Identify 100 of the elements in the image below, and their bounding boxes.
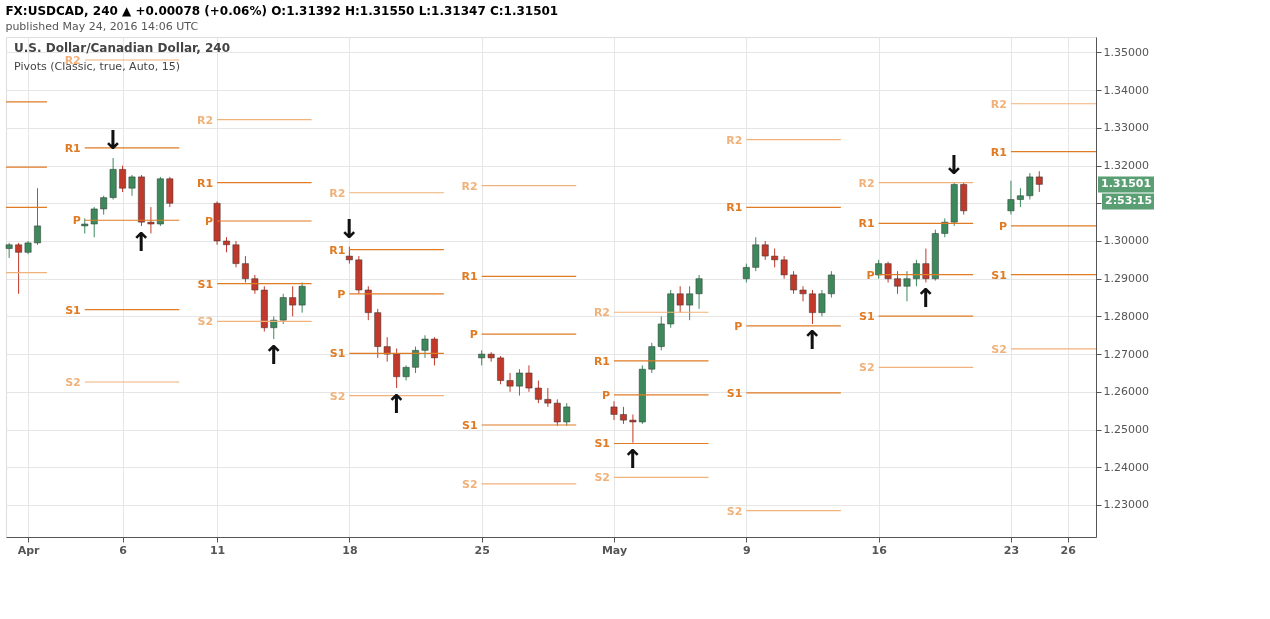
text: 2:53:15 — [1105, 194, 1153, 208]
candlestick — [298, 281, 306, 314]
candlestick — [818, 289, 826, 317]
chart-title: FX:USDCAD, 240 ▲ +0.00078 (+0.06%) O:1.31392 H:1.31550 L:1.31347 C:1.31501 — [5, 4, 559, 18]
candlestick — [922, 248, 930, 283]
series-label: S2 — [594, 471, 611, 485]
candlestick — [894, 270, 901, 295]
series-label: R2 — [858, 176, 875, 190]
annotation: ↓ — [338, 213, 361, 244]
text: 1.31501 — [1101, 177, 1152, 191]
candlestick — [799, 285, 807, 302]
candlestick — [147, 206, 155, 234]
series-label: S1 — [329, 347, 346, 361]
candlestick — [827, 270, 835, 299]
annotation: ↑ — [130, 226, 153, 257]
series-label: R1 — [329, 243, 346, 257]
series-label: P — [866, 268, 875, 282]
series-label: R1 — [593, 354, 611, 368]
series-label: R2 — [329, 186, 346, 200]
x-tick-label: 11 — [209, 543, 226, 557]
candlestick — [695, 274, 703, 310]
series-label: S1 — [594, 437, 611, 451]
series-label: P — [734, 319, 743, 333]
series-label: S2 — [329, 389, 346, 403]
candlestick — [544, 387, 552, 408]
candlestick — [809, 289, 816, 325]
series-label: S1 — [197, 277, 214, 291]
series-label: R2 — [196, 113, 214, 127]
candlestick — [242, 255, 249, 283]
annotation: ↑ — [385, 389, 408, 420]
candlestick — [34, 187, 41, 246]
x-tick-label: 18 — [342, 543, 358, 557]
annotation: ↑ — [801, 324, 824, 355]
annotation: U.S. Dollar/Canadian Dollar, 240 — [14, 41, 231, 55]
series-label: R1 — [461, 270, 478, 284]
series-label: P — [72, 214, 81, 228]
series-label: S2 — [726, 504, 743, 518]
candlestick — [119, 165, 126, 193]
candlestick — [506, 372, 514, 393]
candlestick — [393, 347, 401, 389]
candlestick — [790, 270, 797, 295]
series-label: P — [469, 328, 478, 342]
candlestick — [15, 242, 22, 295]
x-tick-label: May — [601, 543, 628, 557]
candlestick — [525, 364, 533, 393]
series-label: S2 — [65, 376, 81, 390]
candlestick — [232, 240, 240, 268]
y-tick-label: 1.35000 — [1103, 45, 1149, 59]
x-tick-label: 16 — [871, 543, 888, 557]
x-tick-label: 25 — [474, 543, 490, 557]
series-label: R1 — [196, 176, 214, 190]
candlestick — [421, 334, 429, 359]
y-tick-label: 1.23000 — [1103, 498, 1149, 512]
y-tick-label: 1.29000 — [1103, 272, 1149, 286]
x-tick-label: 26 — [1060, 543, 1077, 557]
y-tick-label: 1.26000 — [1103, 385, 1149, 399]
candlestick — [742, 263, 750, 283]
candlestick — [100, 195, 108, 216]
candlestick — [875, 259, 883, 280]
series-label: R2 — [990, 97, 1007, 111]
y-tick-label: 1.27000 — [1103, 347, 1149, 361]
candlestick — [412, 346, 419, 374]
series-label: R1 — [726, 201, 743, 215]
series-label: P — [337, 287, 346, 301]
series-label: R1 — [64, 141, 81, 155]
series-label: S2 — [991, 342, 1007, 356]
candlestick — [497, 355, 504, 385]
x-tick-label: 23 — [1003, 543, 1020, 557]
candlestick — [610, 400, 618, 421]
series-label: P — [205, 215, 214, 229]
candlestick — [771, 248, 779, 268]
series-label: S1 — [462, 419, 478, 433]
x-tick-label: Apr — [17, 543, 41, 557]
candlestick — [553, 398, 561, 427]
candlestick — [1016, 187, 1024, 208]
series-label: R2 — [726, 133, 743, 147]
candlestick — [780, 255, 788, 280]
series-label: R1 — [858, 217, 875, 231]
series-label: S2 — [859, 361, 875, 375]
y-tick-label: 1.33000 — [1103, 121, 1149, 135]
candlestick — [289, 285, 297, 317]
series-label: S1 — [859, 310, 875, 324]
series-label: P — [601, 388, 611, 402]
y-tick-label: 1.24000 — [1103, 460, 1149, 474]
y-tick-label: 1.32000 — [1103, 159, 1149, 173]
candlestick — [516, 368, 523, 397]
x-tick-label: 6 — [119, 543, 128, 557]
series-label: S1 — [991, 268, 1007, 282]
annotation: ↑ — [622, 443, 644, 474]
y-tick-label: 1.34000 — [1103, 83, 1149, 97]
annotation: ↑ — [262, 340, 285, 371]
candlestick — [128, 174, 136, 197]
series-label: S2 — [197, 315, 214, 329]
series-label: S1 — [65, 303, 81, 317]
series-label: R1 — [990, 145, 1007, 159]
x-tick-label: 9 — [742, 543, 751, 557]
candlestick — [629, 413, 637, 444]
candlestick — [563, 402, 571, 427]
series-label: P — [998, 219, 1007, 233]
series-label: S1 — [726, 386, 743, 400]
